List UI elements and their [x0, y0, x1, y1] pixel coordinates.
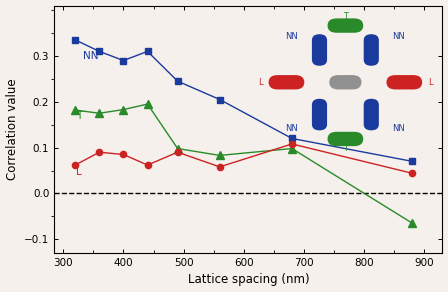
- Y-axis label: Correlation value: Correlation value: [5, 79, 18, 180]
- Text: NN: NN: [82, 51, 98, 61]
- X-axis label: Lattice spacing (nm): Lattice spacing (nm): [188, 273, 309, 286]
- Text: T: T: [77, 112, 83, 121]
- Text: L: L: [77, 167, 82, 177]
